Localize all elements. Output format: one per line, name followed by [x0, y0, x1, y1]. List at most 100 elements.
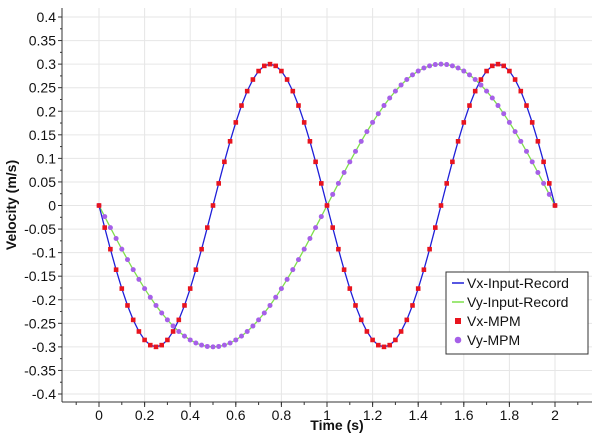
data-point-vx-mpm: [256, 68, 261, 74]
data-point-vy-mpm: [512, 129, 518, 135]
y-axis-title: Velocity (m/s): [3, 160, 19, 250]
data-point-vy-mpm: [421, 65, 427, 71]
data-point-vy-mpm: [187, 337, 193, 343]
data-point-vx-mpm: [518, 88, 524, 94]
data-point-vx-mpm: [438, 203, 444, 208]
plot-series: [96, 61, 558, 350]
data-point-vy-mpm: [119, 246, 125, 252]
data-point-vx-mpm: [216, 181, 221, 186]
data-point-vx-mpm: [358, 317, 364, 323]
legend-swatch-circle: [454, 336, 462, 344]
data-point-vx-mpm: [444, 181, 449, 186]
data-point-vx-mpm: [461, 120, 467, 125]
data-point-vx-mpm: [125, 303, 130, 308]
data-point-vy-mpm: [364, 129, 370, 135]
x-tick-label: 0.6: [226, 407, 246, 423]
data-point-vx-mpm: [501, 63, 506, 69]
data-point-vy-mpm: [438, 61, 444, 67]
data-point-vx-mpm: [529, 120, 535, 125]
data-point-vx-mpm: [415, 286, 421, 291]
data-point-vx-mpm: [96, 203, 102, 208]
data-point-vx-mpm: [455, 139, 461, 144]
data-point-vx-mpm: [108, 246, 113, 252]
data-point-vy-mpm: [444, 62, 450, 68]
data-point-vy-mpm: [318, 214, 324, 220]
data-point-vx-mpm: [284, 77, 290, 82]
legend-label: Vy-Input-Record: [467, 294, 568, 310]
data-point-vx-mpm: [176, 317, 182, 323]
data-point-vx-mpm: [387, 342, 392, 348]
data-point-vx-mpm: [410, 303, 415, 308]
data-point-vy-mpm: [330, 191, 336, 197]
data-point-vx-mpm: [136, 329, 142, 334]
y-tick-label: -0.05: [24, 221, 56, 237]
data-point-vy-mpm: [387, 95, 393, 101]
data-point-vx-mpm: [313, 159, 318, 165]
data-point-vy-mpm: [455, 65, 461, 71]
data-point-vx-mpm: [187, 286, 193, 291]
data-point-vy-mpm: [267, 302, 273, 308]
data-point-vy-mpm: [484, 88, 490, 94]
legend-box: [445, 271, 589, 355]
data-point-vx-mpm: [472, 88, 478, 94]
data-point-vx-mpm: [119, 286, 125, 291]
y-tick-label: -0.4: [32, 386, 56, 402]
y-tick-label: -0.35: [24, 362, 56, 378]
data-point-vx-mpm: [490, 63, 495, 69]
data-point-vx-mpm: [364, 329, 370, 334]
x-tick-label: 1.8: [500, 407, 520, 423]
data-point-vx-mpm: [159, 342, 164, 348]
data-point-vx-mpm: [250, 77, 256, 82]
data-point-vy-mpm: [427, 63, 433, 69]
data-point-vx-mpm: [113, 267, 119, 272]
y-tick-label: -0.1: [32, 245, 56, 261]
data-point-vy-mpm: [296, 257, 301, 263]
data-point-vy-mpm: [341, 170, 347, 176]
axes: 0.4 0.35 0.3 0.25 0.2 0.15 0.1 0.05 0 -0.05 -0.1 -0…: [24, 8, 592, 423]
data-point-vy-mpm: [261, 310, 267, 316]
data-point-vy-mpm: [535, 170, 541, 176]
data-point-vy-mpm: [216, 343, 222, 349]
data-point-vx-mpm: [233, 120, 239, 125]
y-tick-label: 0: [48, 198, 56, 214]
data-point-vy-mpm: [347, 159, 353, 165]
data-point-vy-mpm: [404, 77, 410, 83]
data-point-vx-mpm: [227, 139, 233, 144]
data-point-vy-mpm: [381, 103, 387, 109]
data-point-vy-mpm: [478, 82, 484, 88]
data-point-vx-mpm: [279, 68, 284, 74]
data-point-vx-mpm: [495, 61, 501, 67]
data-point-vx-mpm: [307, 139, 313, 144]
data-point-vx-mpm: [170, 329, 176, 334]
data-point-vy-mpm: [221, 342, 227, 348]
data-point-vy-mpm: [529, 159, 535, 165]
data-point-vx-mpm: [142, 337, 147, 343]
x-tick-label: 0.8: [272, 407, 292, 423]
data-point-vx-mpm: [153, 344, 159, 350]
data-point-vy-mpm: [432, 62, 438, 68]
data-point-vy-mpm: [518, 138, 524, 144]
data-point-vy-mpm: [375, 111, 381, 117]
data-point-vx-mpm: [290, 88, 296, 94]
data-point-vy-mpm: [159, 310, 165, 316]
data-point-vy-mpm: [250, 323, 256, 329]
data-point-vy-mpm: [301, 246, 307, 252]
data-point-vy-mpm: [113, 235, 119, 241]
data-point-vx-mpm: [324, 203, 330, 208]
data-point-vy-mpm: [278, 286, 284, 292]
data-point-vy-mpm: [461, 68, 467, 74]
y-tick-label: 0.25: [29, 80, 56, 96]
data-point-vx-mpm: [541, 159, 546, 165]
data-point-vx-mpm: [507, 68, 512, 74]
data-point-vx-mpm: [273, 63, 278, 69]
data-point-vx-mpm: [341, 267, 347, 272]
data-point-vx-mpm: [484, 68, 489, 74]
data-point-vy-mpm: [233, 337, 239, 343]
y-tick-label: 0.3: [37, 56, 57, 72]
data-point-vx-mpm: [102, 225, 107, 230]
data-point-vx-mpm: [353, 303, 358, 308]
data-point-vy-mpm: [353, 148, 358, 154]
data-point-vy-mpm: [210, 344, 216, 350]
y-tick-label: 0.2: [37, 103, 57, 119]
